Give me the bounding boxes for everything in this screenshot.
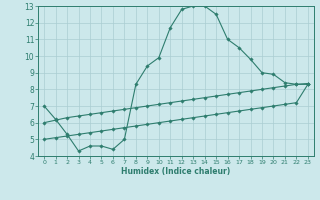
X-axis label: Humidex (Indice chaleur): Humidex (Indice chaleur)	[121, 167, 231, 176]
